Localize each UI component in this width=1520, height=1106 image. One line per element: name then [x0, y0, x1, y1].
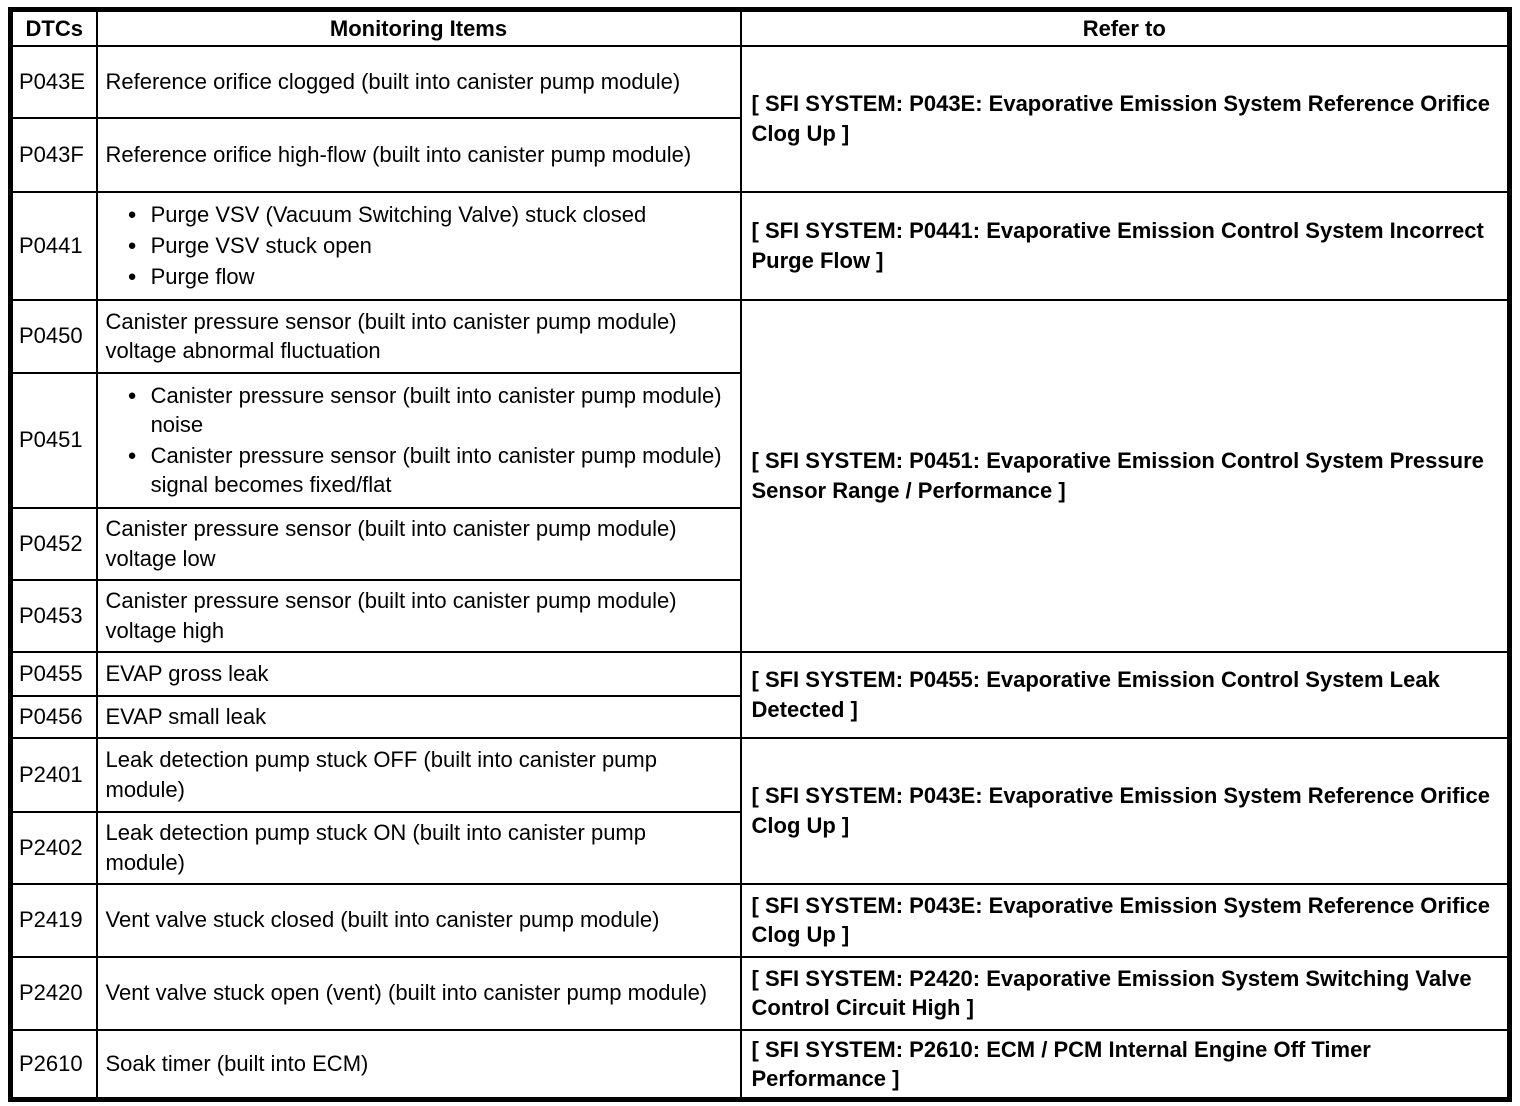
- bullet-icon: ●: [127, 205, 137, 223]
- monitoring-items: EVAP small leak: [95, 694, 742, 739]
- monitoring-items: Canister pressure sensor (built into can…: [95, 578, 742, 653]
- dtc-code: P043E: [9, 44, 98, 119]
- monitoring-item-bullet: ● Canister pressure sensor (built into ca…: [106, 441, 732, 499]
- header-refer-to: Refer to: [739, 8, 1511, 47]
- dtc-code: P2610: [9, 1028, 98, 1101]
- dtc-code: P0450: [9, 298, 98, 374]
- header-monitoring-items: Monitoring Items: [95, 8, 742, 47]
- monitoring-item-text: Purge VSV (Vacuum Switching Valve) stuck…: [150, 201, 647, 227]
- dtc-code: P0441: [9, 190, 98, 301]
- header-row: DTCs Monitoring Items Refer to: [9, 8, 1511, 47]
- monitoring-items: ● Canister pressure sensor (built into ca…: [95, 371, 742, 509]
- refer-to-link-text: [ SFI SYSTEM: P043E: Evaporative Emissio…: [739, 44, 1511, 193]
- bullet-icon: ●: [127, 236, 137, 254]
- table-row: P2610 Soak timer (built into ECM) [ SFI SY…: [9, 1028, 1511, 1101]
- monitoring-items: EVAP gross leak: [95, 650, 742, 697]
- refer-to-link-text: [ SFI SYSTEM: P2420: Evaporative Emissio…: [739, 955, 1511, 1031]
- monitoring-items: Vent valve stuck open (vent) (built into…: [95, 955, 742, 1031]
- table-row: P0451 ● Canister pressure sensor (built in…: [9, 371, 1510, 509]
- monitoring-item-text: Leak detection pump stuck ON (built into…: [105, 820, 647, 875]
- refer-to-link-text: [ SFI SYSTEM: P2610: ECM / PCM Internal …: [739, 1028, 1511, 1101]
- monitoring-items: Reference orifice clogged (built into ca…: [95, 44, 742, 119]
- table-row: P0456 EVAP small leak: [9, 694, 1510, 739]
- dtc-code: P2419: [9, 882, 98, 958]
- monitoring-item-text: Canister pressure sensor (built into can…: [150, 382, 722, 437]
- table-row: P2402 Leak detection pump stuck ON (built…: [9, 810, 1510, 885]
- dtc-code: P043F: [9, 116, 98, 193]
- table-row: P2420 Vent valve stuck open (vent) (built…: [9, 955, 1511, 1031]
- monitoring-item-bullet: ● Purge VSV (Vacuum Switching Valve) stuc…: [106, 200, 732, 229]
- dtc-code: P0456: [9, 694, 98, 739]
- table-row: P0441 ● Purge VSV (Vacuum Switching Valve)…: [9, 190, 1511, 301]
- monitoring-item-text: Purge flow: [150, 264, 255, 290]
- dtc-table: DTCs Monitoring Items Refer to P043E Refe…: [8, 7, 1512, 1102]
- monitoring-item-text: Soak timer (built into ECM): [105, 1051, 369, 1077]
- dtc-code: P0453: [9, 578, 98, 653]
- monitoring-item-text: Leak detection pump stuck OFF (built int…: [105, 747, 657, 802]
- header-dtcs: DTCs: [9, 8, 98, 47]
- refer-to-link-text: [ SFI SYSTEM: P0441: Evaporative Emissio…: [739, 190, 1511, 301]
- monitoring-items: Canister pressure sensor (built into can…: [95, 298, 742, 374]
- dtc-code: P0451: [9, 371, 98, 509]
- bullet-icon: ●: [127, 386, 137, 404]
- monitoring-items: Reference orifice high-flow (built into …: [95, 116, 742, 193]
- monitoring-item-text: Vent valve stuck open (vent) (built into…: [105, 980, 708, 1006]
- monitoring-item-text: Canister pressure sensor (built into can…: [105, 588, 677, 643]
- table-row: P0450 Canister pressure sensor (built int…: [9, 298, 1511, 653]
- dtc-code: P0452: [9, 506, 98, 581]
- monitoring-item-bullet: ● Canister pressure sensor (built into ca…: [106, 381, 732, 439]
- monitoring-item-text: Reference orifice high-flow (built into …: [105, 141, 692, 167]
- refer-to-link-text: [ SFI SYSTEM: P043E: Evaporative Emissio…: [739, 882, 1511, 958]
- refer-to-link-text: [ SFI SYSTEM: P043E: Evaporative Emissio…: [739, 736, 1511, 885]
- monitoring-item-text: Purge VSV stuck open: [150, 232, 372, 258]
- monitoring-items: Leak detection pump stuck OFF (built int…: [95, 736, 742, 813]
- table-header: DTCs Monitoring Items Refer to: [9, 8, 1511, 47]
- table-row: P043F Reference orifice high-flow (built …: [9, 116, 1510, 193]
- monitoring-item-text: Canister pressure sensor (built into can…: [105, 308, 677, 363]
- monitoring-items: Leak detection pump stuck ON (built into…: [95, 810, 742, 885]
- monitoring-items: Soak timer (built into ECM): [95, 1028, 742, 1101]
- bullet-icon: ●: [127, 447, 137, 464]
- monitoring-item-text: EVAP gross leak: [105, 660, 269, 686]
- monitoring-item-text: Vent valve stuck closed (built into cani…: [105, 907, 660, 933]
- table-row: P043E Reference orifice clogged (built in…: [9, 44, 1511, 193]
- dtc-code: P0455: [9, 650, 98, 697]
- bullet-icon: ●: [127, 268, 137, 286]
- monitoring-items: Canister pressure sensor (built into can…: [95, 506, 742, 581]
- refer-to-link-text: [ SFI SYSTEM: P0451: Evaporative Emissio…: [739, 298, 1511, 653]
- monitoring-items: Vent valve stuck closed (built into cani…: [95, 882, 742, 958]
- dtc-table-body: P043E Reference orifice clogged (built in…: [9, 44, 1511, 1101]
- table-row: P0455 EVAP gross leak [ SFI SYSTEM: P0455:…: [9, 650, 1511, 739]
- monitoring-item-text: Reference orifice clogged (built into ca…: [105, 68, 681, 94]
- table-row: P0452 Canister pressure sensor (built int…: [9, 506, 1510, 581]
- dtc-code: P2402: [9, 810, 98, 885]
- monitoring-item-text: EVAP small leak: [105, 703, 267, 729]
- refer-to-link-text: [ SFI SYSTEM: P0455: Evaporative Emissio…: [739, 650, 1511, 739]
- table-row: P2401 Leak detection pump stuck OFF (buil…: [9, 736, 1511, 885]
- table-row: P2419 Vent valve stuck closed (built into…: [9, 882, 1511, 958]
- dtc-code: P2420: [9, 955, 98, 1031]
- monitoring-item-bullet: ● Purge VSV stuck open: [106, 231, 732, 260]
- monitoring-item-text: Canister pressure sensor (built into can…: [105, 516, 677, 571]
- monitoring-item-text: Canister pressure sensor (built into can…: [150, 443, 722, 498]
- table-row: P0453 Canister pressure sensor (built int…: [9, 578, 1510, 653]
- dtc-code: P2401: [9, 736, 98, 813]
- monitoring-item-bullet: ● Purge flow: [106, 262, 732, 291]
- monitoring-items: ● Purge VSV (Vacuum Switching Valve) stuc…: [95, 190, 742, 301]
